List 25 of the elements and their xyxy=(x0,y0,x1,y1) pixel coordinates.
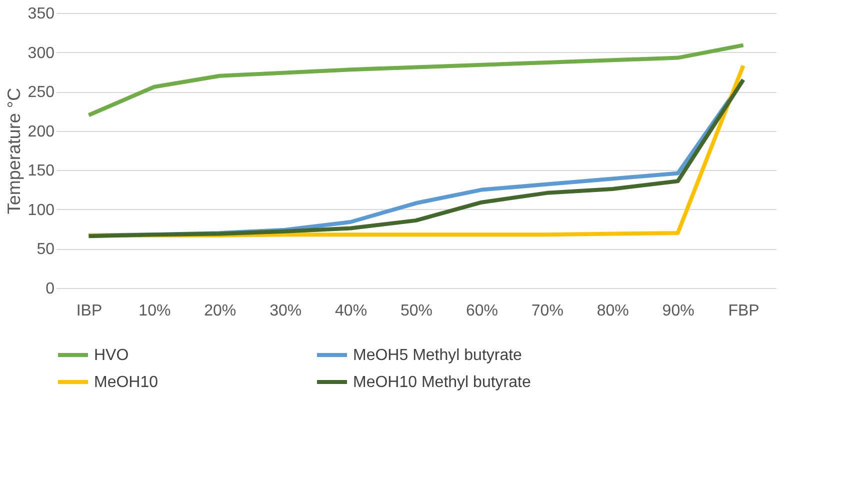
y-tick-label: 300 xyxy=(28,44,55,62)
y-tick-label: 0 xyxy=(46,280,55,298)
y-tick-label: 200 xyxy=(28,123,55,140)
legend-label: HVO xyxy=(94,347,129,364)
x-tick-label: 90% xyxy=(662,302,694,320)
line-series xyxy=(86,43,746,118)
x-tick-label: 70% xyxy=(531,302,564,320)
x-tick-label: FBP xyxy=(728,302,760,320)
y-tick-label: 350 xyxy=(28,6,55,22)
x-tick-label: 10% xyxy=(138,302,171,320)
y-axis-title: Temperature °C xyxy=(4,88,24,214)
legend-label: MeOH5 Methyl butyrate xyxy=(353,347,522,364)
legend-label: MeOH10 Methyl butyrate xyxy=(353,374,531,391)
y-tick-label: 250 xyxy=(28,84,55,102)
y-tick-label: 100 xyxy=(28,202,55,219)
x-tick-label: IBP xyxy=(76,302,102,320)
x-tick-label: 20% xyxy=(204,302,236,320)
y-tick-label: 150 xyxy=(28,162,55,180)
legend-label: MeOH10 xyxy=(94,374,158,391)
x-tick-label: 80% xyxy=(596,302,629,320)
y-tick-label: 50 xyxy=(36,241,55,258)
x-tick-label: 40% xyxy=(335,302,368,320)
x-tick-label: 30% xyxy=(270,302,302,320)
x-tick-label: 50% xyxy=(400,302,433,320)
x-tick-label: 60% xyxy=(466,302,498,320)
